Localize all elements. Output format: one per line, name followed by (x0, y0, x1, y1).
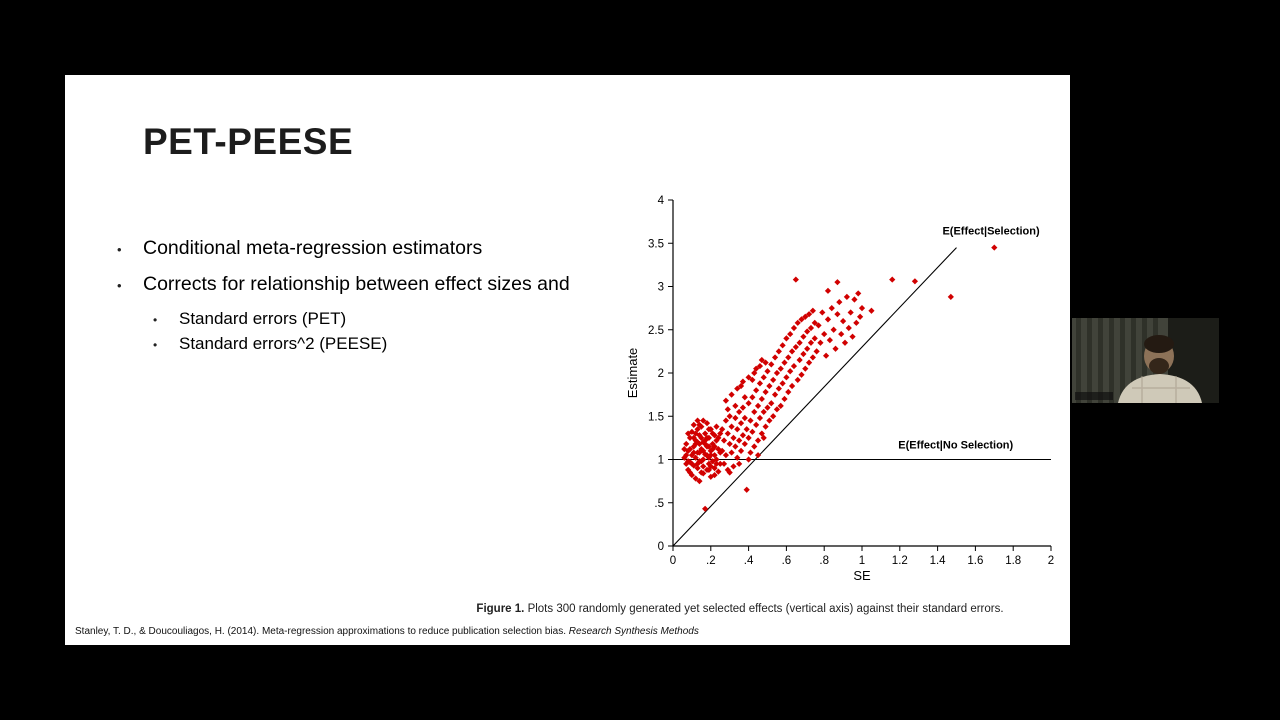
webcam-tile[interactable] (1072, 318, 1219, 403)
svg-text:1: 1 (658, 455, 664, 467)
person-hair (1144, 335, 1174, 353)
bullet-icon: • (117, 242, 122, 257)
presentation-slide: PET-PEESE • Conditional meta-regression … (65, 75, 1070, 645)
svg-text:4: 4 (658, 195, 665, 207)
figure-caption: Figure 1. Plots 300 randomly generated y… (405, 603, 1075, 615)
figure-caption-label: Figure 1. (476, 603, 525, 615)
participant-name-label (1075, 392, 1113, 400)
svg-text:2: 2 (1048, 555, 1054, 567)
bullet-text: Conditional meta-regression estimators (143, 237, 483, 259)
svg-text:.6: .6 (782, 555, 792, 567)
figure-caption-text: Plots 300 randomly generated yet selecte… (527, 603, 1004, 615)
svg-text:3.5: 3.5 (648, 238, 664, 250)
bullet-item: • Conditional meta-regression estimators (117, 237, 717, 260)
svg-text:0: 0 (670, 555, 676, 567)
svg-text:1.5: 1.5 (648, 411, 664, 423)
bullet-icon: • (153, 338, 158, 352)
svg-text:1.4: 1.4 (930, 555, 947, 567)
bullet-icon: • (153, 313, 158, 327)
svg-text:2: 2 (658, 368, 664, 380)
svg-text:.2: .2 (706, 555, 716, 567)
svg-text:SE: SE (853, 568, 871, 583)
svg-text:.8: .8 (819, 555, 829, 567)
bullet-text: Corrects for relationship between effect… (143, 273, 570, 295)
sub-bullet-item: • Standard errors^2 (PEESE) (153, 334, 717, 354)
figure: 0 .5 1 1.5 2 2.5 3 3.5 4 0 .2 .4 .6 .8 1 1.2 1.4 1.6 1.8 2 S… (623, 188, 1063, 593)
bullet-text: Standard errors (PET) (179, 309, 347, 328)
person-beard (1149, 358, 1169, 374)
svg-text:1.8: 1.8 (1005, 555, 1021, 567)
svg-text:Estimate: Estimate (625, 348, 640, 399)
citation-text: Stanley, T. D., & Doucouliagos, H. (2014… (75, 626, 569, 637)
slide-title: PET-PEESE (143, 121, 354, 162)
bullet-list: • Conditional meta-regression estimators… (117, 237, 717, 359)
svg-text:.5: .5 (654, 498, 664, 510)
webcam-video (1072, 318, 1219, 403)
citation: Stanley, T. D., & Doucouliagos, H. (2014… (75, 626, 699, 637)
svg-text:.4: .4 (744, 555, 754, 567)
svg-text:1: 1 (859, 555, 865, 567)
citation-journal: Research Synthesis Methods (568, 626, 699, 637)
svg-text:2.5: 2.5 (648, 325, 664, 337)
svg-text:E(Effect|Selection): E(Effect|Selection) (942, 226, 1040, 238)
sub-bullet-item: • Standard errors (PET) (153, 309, 717, 329)
bullet-text: Standard errors^2 (PEESE) (179, 334, 388, 353)
svg-text:0: 0 (658, 541, 664, 553)
svg-text:1.6: 1.6 (967, 555, 983, 567)
svg-text:3: 3 (658, 282, 664, 294)
svg-text:1.2: 1.2 (892, 555, 908, 567)
scatter-plot: 0 .5 1 1.5 2 2.5 3 3.5 4 0 .2 .4 .6 .8 1 1.2 1.4 1.6 1.8 2 S… (625, 195, 1054, 583)
bullet-icon: • (117, 278, 122, 293)
svg-text:E(Effect|No Selection): E(Effect|No Selection) (898, 439, 1013, 451)
bullet-item: • Corrects for relationship between effe… (117, 273, 717, 296)
